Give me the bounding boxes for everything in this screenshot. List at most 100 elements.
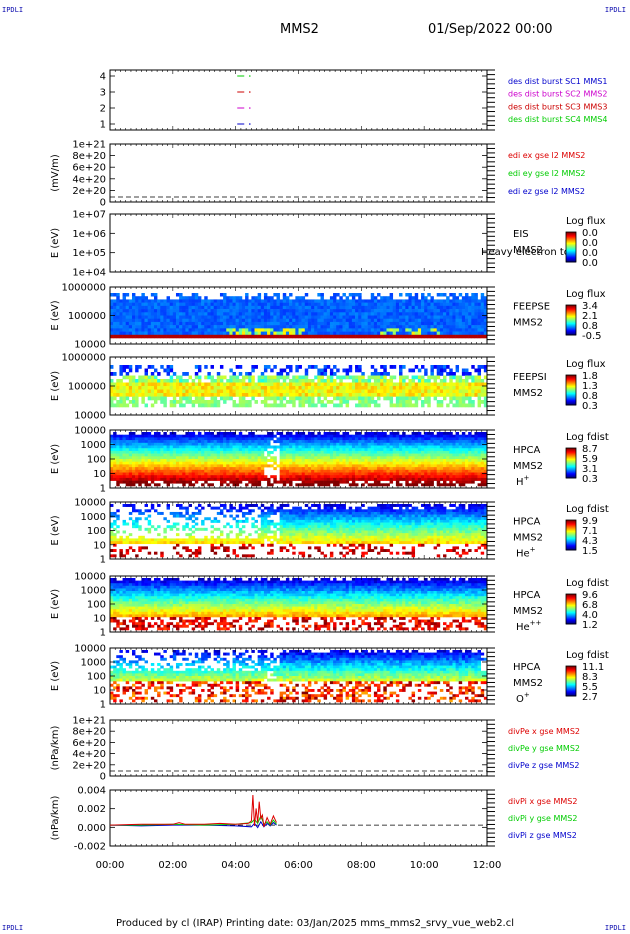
panel-feepsi-colorbar-cell — [566, 397, 576, 399]
panel-divpi-xtick-label: 12:00 — [473, 860, 502, 871]
panel-edi-ytick-label: 2e+20 — [72, 186, 106, 197]
panel-hpca_h-instrument: HPCA — [513, 445, 541, 456]
panel-hpca_h-colorbar-cell — [566, 472, 576, 474]
panel-hpca_he2-colorbar-cell — [566, 610, 576, 612]
panel-hpca_o-colorbar-cell — [566, 680, 576, 682]
panel-hpca_he2-colorbar-cell — [566, 611, 576, 613]
panel-hpca_he1-colorbar-cell — [566, 527, 576, 529]
panel-feepsi-colorbar-cell — [566, 381, 576, 383]
panel-hpca_h-colorbar-title: Log fdist — [566, 432, 609, 443]
panel-hpca_he2-colorbar-cell — [566, 608, 576, 610]
panel-hpca_h-colorbar-cell — [566, 473, 576, 475]
panel-hpca_he1-ylabel: E (eV) — [50, 515, 61, 545]
panel-feepsi-colorbar-cell — [566, 391, 576, 393]
panel-divpe-ytick-label: 1e+21 — [72, 716, 106, 727]
panel-hpca_h-colorbar-cell — [566, 474, 576, 476]
panel-eis-colorbar-cell — [566, 252, 576, 254]
panel-feepse-ylabel: E (eV) — [50, 300, 61, 330]
corner-label-top-left: IPDLI — [2, 6, 24, 14]
corner-label-top-right: IPDLI — [604, 6, 626, 14]
panel-hpca_o-colorbar-cell — [566, 674, 576, 676]
panel-burst-frame — [109, 69, 488, 131]
panel-hpca_he2-colorbar-title: Log fdist — [566, 578, 609, 589]
panel-eis-colorbar-cell — [566, 235, 576, 237]
panel-burst-ytick-label: 4 — [100, 72, 106, 83]
panel-hpca_he2-colorbar-tick: 6.8 — [582, 600, 598, 611]
panel-hpca_o-colorbar-tick: 11.1 — [582, 662, 604, 673]
panel-eis-colorbar-cell — [566, 258, 576, 260]
panel-burst-ytick-label: 3 — [100, 88, 106, 99]
panel-hpca_h-colorbar-cell — [566, 462, 576, 464]
panel-feepse-colorbar-cell — [566, 332, 576, 334]
panel-hpca_h-colorbar-cell — [566, 471, 576, 473]
panel-hpca_he2-colorbar-tick: 4.0 — [582, 610, 598, 621]
panel-hpca_h-ytick-label: 10000 — [74, 426, 106, 437]
panel-feepse-colorbar-cell — [566, 321, 576, 323]
panel-feepsi-colorbar-cell — [566, 395, 576, 397]
panel-eis-instrument: EIS — [513, 229, 529, 240]
panel-feepse-ytick-label: 100000 — [68, 311, 106, 322]
panel-divpi-frame — [109, 789, 488, 847]
panel-eis-colorbar-cell — [566, 236, 576, 238]
panel-edi-ytick-label: 0 — [100, 198, 106, 209]
panel-feepsi-colorbar-cell — [566, 377, 576, 379]
panel-hpca_o-colorbar-cell — [566, 682, 576, 684]
panel-feepsi-colorbar-tick: 0.3 — [582, 401, 598, 412]
panel-divpe-ytick-label: 0 — [100, 772, 106, 783]
panel-hpca_he1-colorbar-cell — [566, 543, 576, 545]
panel-hpca_o-ylabel: E (eV) — [50, 661, 61, 691]
panel-hpca_o-colorbar-title: Log fdist — [566, 650, 609, 661]
panel-feepse-colorbar-cell — [566, 316, 576, 318]
panel-hpca_o-colorbar-tick: 8.3 — [582, 672, 598, 683]
spacecraft-title: MMS2 — [280, 22, 319, 37]
panel-feepse-colorbar-frame — [565, 304, 577, 336]
panel-hpca_he2-colorbar-cell — [566, 603, 576, 605]
panel-feepsi-colorbar-cell — [566, 399, 576, 401]
panel-feepsi-spacecraft: MMS2 — [513, 388, 543, 399]
panel-hpca_he2-colorbar-cell — [566, 616, 576, 618]
panel-hpca_he2-colorbar-cell — [566, 597, 576, 599]
panel-divpi-xtick-label: 06:00 — [284, 860, 313, 871]
panel-feepsi-colorbar-cell — [566, 386, 576, 388]
panel-hpca_h-colorbar-frame — [565, 447, 577, 479]
panel-hpca_o-instrument: HPCA — [513, 662, 541, 673]
panel-feepse-colorbar-tick: -0.5 — [582, 331, 602, 342]
panel-feepsi-colorbar-cell — [566, 379, 576, 381]
panel-hpca_he1-colorbar-cell — [566, 521, 576, 523]
panel-hpca_h-colorbar-cell — [566, 461, 576, 463]
panel-hpca_h-colorbar-cell — [566, 460, 576, 462]
panel-hpca_h-colorbar-cell — [566, 452, 576, 454]
panel-hpca_o-colorbar-cell — [566, 669, 576, 671]
panel-hpca_h-colorbar-cell — [566, 468, 576, 470]
panel-hpca_h-colorbar-cell — [566, 459, 576, 461]
panel-eis-colorbar-cell — [566, 238, 576, 240]
panel-hpca_he1-ytick-label: 10 — [93, 540, 106, 551]
panel-eis-colorbar-cell — [566, 247, 576, 249]
panel-eis-colorbar-cell — [566, 232, 576, 234]
panel-hpca_he2-colorbar-tick: 1.2 — [582, 620, 598, 631]
panel-hpca_o-colorbar-cell — [566, 677, 576, 679]
panel-eis-ytick-label: 1e+05 — [72, 248, 106, 259]
panel-feepse-colorbar-cell — [566, 314, 576, 316]
panel-eis-overlay-text: Heavy electron to — [481, 247, 570, 258]
panel-hpca_he1-colorbar-cell — [566, 528, 576, 530]
panel-feepse-colorbar-cell — [566, 325, 576, 327]
panel-eis-colorbar-cell — [566, 256, 576, 258]
panel-feepsi-colorbar-cell — [566, 400, 576, 402]
panel-hpca_h-ylabel: E (eV) — [50, 444, 61, 474]
panel-hpca_he2-colorbar-tick: 9.6 — [582, 590, 598, 601]
panel-hpca_o-colorbar-cell — [566, 673, 576, 675]
panel-hpca_he1-colorbar-cell — [566, 526, 576, 528]
panel-hpca_he1-colorbar-cell — [566, 539, 576, 541]
panel-feepse-colorbar-cell — [566, 315, 576, 317]
panel-hpca_o-colorbar-cell — [566, 672, 576, 674]
panel-feepsi-ytick-label: 100000 — [68, 382, 106, 393]
panel-hpca_he2-ytick-label: 100 — [87, 600, 106, 611]
panel-hpca_o-colorbar-cell — [566, 681, 576, 683]
panel-burst-legend-0: des dist burst SC1 MMS1 — [508, 77, 607, 86]
panel-burst-ytick-label: 1 — [100, 120, 106, 131]
panel-eis-colorbar-cell — [566, 242, 576, 244]
panel-eis-colorbar-cell — [566, 244, 576, 246]
panel-divpe-ytick-label: 8e+20 — [72, 727, 106, 738]
panel-hpca_he2-colorbar-cell — [566, 595, 576, 597]
